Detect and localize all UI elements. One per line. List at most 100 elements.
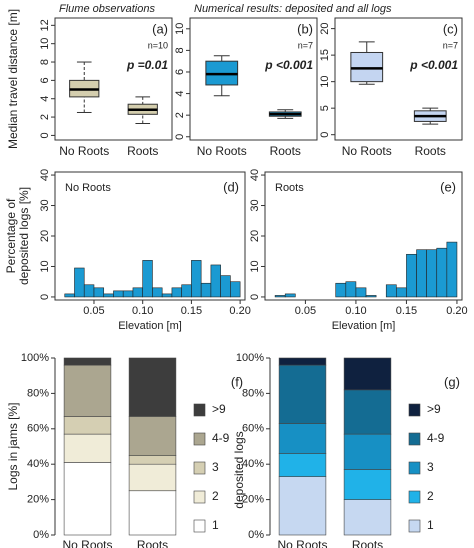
y-tick-label: 0% (248, 529, 264, 541)
bar (83, 284, 95, 298)
y-tick-label: 100% (236, 352, 264, 364)
bar (191, 260, 202, 298)
bar-segment (63, 433, 112, 463)
legend-label: 2 (212, 489, 219, 503)
y-tick-label: 10 (249, 260, 261, 272)
legend-swatch (408, 461, 421, 475)
x-tick-label: No Roots (342, 144, 392, 158)
bar-segment (343, 389, 392, 435)
legend-swatch (408, 490, 421, 504)
bar-segment (278, 423, 327, 454)
annotation: p <0.001 (409, 58, 458, 72)
bar (446, 241, 458, 298)
box (350, 51, 384, 83)
bar (103, 293, 114, 298)
annotation: p =0.01 (126, 58, 168, 72)
plot-frame (54, 17, 173, 141)
y-axis-label: Median travel distance [m] (6, 9, 20, 149)
y-tick-label: 0 (319, 132, 331, 138)
y-tick-label: 20% (27, 494, 49, 506)
bar (171, 287, 182, 298)
annotation: n=7 (298, 40, 313, 50)
y-tick-label: 6 (39, 77, 51, 83)
x-tick-label: No Roots (59, 144, 109, 158)
x-axis-label: Elevation [m] (118, 320, 182, 332)
y-tick-label: 10 (319, 76, 331, 88)
x-tick-label: 0.05 (83, 305, 104, 317)
x-tick-label: 0.20 (446, 305, 467, 317)
y-tick-label: 0 (249, 294, 261, 300)
bar-segment (343, 433, 392, 470)
bar-segment (63, 416, 112, 435)
y-axis-label: Percentage of (4, 198, 18, 273)
legend-swatch (408, 403, 421, 417)
bar (132, 287, 143, 298)
y-tick-label: 0 (174, 134, 186, 140)
bar (436, 247, 448, 298)
legend-swatch (408, 519, 421, 533)
y-tick-label: 10 (39, 260, 51, 272)
bar (142, 260, 153, 298)
bar (200, 282, 212, 298)
bar-segment (278, 453, 327, 477)
legend-swatch (193, 432, 206, 446)
x-tick-label: 0.10 (132, 305, 153, 317)
y-tick-label: 20% (242, 494, 264, 506)
bar (426, 249, 438, 298)
bar (152, 287, 163, 298)
bar (230, 281, 241, 298)
legend-label: 2 (427, 489, 434, 503)
plot-frame (334, 17, 463, 141)
x-tick-label: 0.15 (181, 305, 202, 317)
bar (122, 290, 134, 298)
plot-frame (189, 17, 318, 141)
annotation: p <0.001 (264, 58, 313, 72)
y-tick-label: 40 (249, 169, 261, 181)
bar (274, 295, 286, 298)
panel-title: Numerical results: deposited and all log… (194, 3, 392, 15)
bar (284, 293, 296, 298)
bar-segment (63, 364, 112, 417)
y-tick-label: 60% (242, 423, 264, 435)
y-tick-label: 20 (39, 230, 51, 242)
annotation: n=10 (148, 40, 168, 50)
y-tick-label: 0 (39, 294, 51, 300)
legend-label: 1 (427, 518, 434, 532)
panel-label: (g) (444, 374, 460, 389)
bar (335, 282, 347, 298)
bar (355, 287, 367, 298)
panel-text: No Roots (65, 182, 111, 194)
y-tick-label: 40 (39, 169, 51, 181)
bar (385, 284, 397, 298)
y-tick-label: 5 (319, 105, 331, 111)
y-tick-label: 4 (39, 96, 51, 102)
legend-label: 4-9 (212, 431, 230, 445)
legend-title: deposited logs (232, 431, 246, 508)
y-tick-label: 60% (27, 423, 49, 435)
x-tick-label: No Roots (62, 538, 112, 548)
y-tick-label: 8 (174, 47, 186, 53)
y-tick-label: 15 (319, 49, 331, 61)
y-tick-label: 40% (27, 458, 49, 470)
legend-swatch (193, 490, 206, 504)
panel-label: (e) (440, 179, 456, 194)
bar-segment (128, 416, 177, 456)
panel-label: (b) (297, 21, 313, 36)
bar-segment (343, 357, 392, 391)
bar-segment (128, 455, 177, 465)
plot-frame (264, 171, 463, 301)
bar (406, 253, 417, 298)
bar-segment (278, 357, 327, 366)
y-tick-label: 20 (319, 22, 331, 34)
bar-segment (278, 476, 327, 536)
y-tick-label: 30 (39, 199, 51, 211)
x-tick-label: No Roots (277, 538, 327, 548)
y-axis-label: Logs in jams [%] (6, 402, 20, 490)
bar (210, 264, 221, 298)
y-tick-label: 0% (33, 529, 49, 541)
x-tick-label: Roots (127, 144, 158, 158)
bar (64, 293, 75, 298)
annotation: n=7 (443, 40, 458, 50)
y-axis-label: deposited logs [%] (17, 187, 31, 285)
x-tick-label: No Roots (197, 144, 247, 158)
